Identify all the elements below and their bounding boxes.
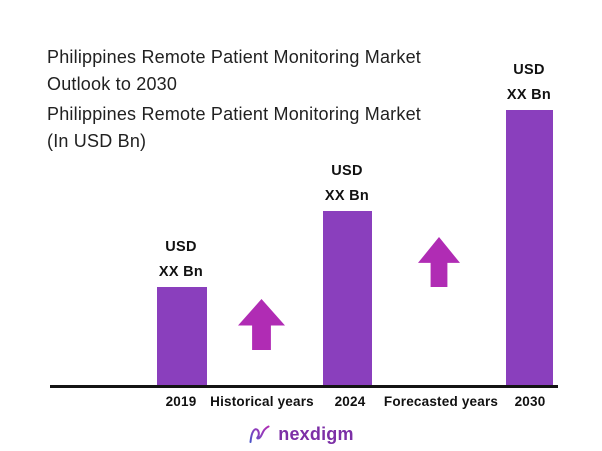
chart-title: Philippines Remote Patient Monitoring Ma… — [47, 44, 421, 98]
bar-value-label-2030-line-1: USD — [513, 62, 545, 78]
chart-title-line-1: Philippines Remote Patient Monitoring Ma… — [47, 47, 421, 67]
x-axis-label-2030: 2030 — [514, 394, 546, 409]
chart-subtitle-line-1: Philippines Remote Patient Monitoring Ma… — [47, 104, 421, 124]
bar-2030 — [506, 110, 553, 386]
bar-value-label-2030: USD XX Bn — [474, 58, 584, 108]
bar-value-label-2030-line-2: XX Bn — [506, 87, 552, 103]
chart-subtitle-line-2: (In USD Bn) — [47, 131, 147, 151]
bar-value-label-2024-line-1: USD — [331, 163, 363, 179]
x-axis-label-historical-years: Historical years — [210, 394, 314, 409]
up-arrow-icon — [238, 299, 285, 350]
nexdigm-wave-icon — [249, 425, 270, 443]
up-arrow-icon — [418, 237, 460, 287]
chart-title-line-2: Outlook to 2030 — [47, 74, 178, 94]
bar-value-label-2024-line-2: XX Bn — [324, 188, 370, 204]
bar-value-label-2019: USD XX Bn — [126, 235, 236, 285]
nexdigm-logo-text: nexdigm — [278, 423, 354, 444]
x-axis-label-forecasted-years: Forecasted years — [383, 394, 499, 409]
x-axis-label-2024: 2024 — [334, 394, 366, 409]
bar-value-label-2024: USD XX Bn — [292, 159, 402, 209]
bar-2019 — [157, 287, 207, 386]
bar-2024 — [323, 211, 372, 386]
bar-value-label-2019-line-2: XX Bn — [158, 264, 204, 280]
x-axis-line — [50, 385, 558, 388]
x-axis-label-2019: 2019 — [165, 394, 197, 409]
chart-subtitle: Philippines Remote Patient Monitoring Ma… — [47, 101, 421, 155]
bar-value-label-2019-line-1: USD — [165, 239, 197, 255]
nexdigm-logo: nexdigm — [0, 420, 602, 448]
